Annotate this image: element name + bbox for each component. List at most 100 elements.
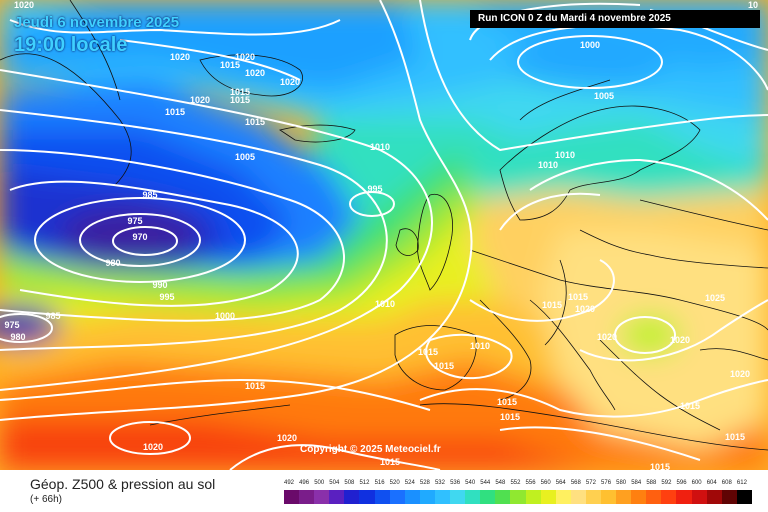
scale-swatch xyxy=(495,490,511,504)
corner-label-left: 1020 xyxy=(14,0,35,10)
pressure-label: 1015 xyxy=(165,107,185,117)
scale-label: 600 xyxy=(691,480,702,486)
pressure-label: 1020 xyxy=(277,433,297,443)
scale-label: 608 xyxy=(721,480,732,486)
scale-label: 512 xyxy=(359,480,370,486)
forecast-date: Jeudi 6 novembre 2025 xyxy=(14,14,180,31)
pressure-label: 1010 xyxy=(370,142,390,152)
scale-swatch xyxy=(616,490,632,504)
pressure-label: 970 xyxy=(132,232,147,242)
pressure-label: 1000 xyxy=(580,40,600,50)
pressure-label: 1010 xyxy=(538,160,558,170)
scale-swatch xyxy=(510,490,526,504)
scale-swatch xyxy=(374,490,390,504)
pressure-label: 1015 xyxy=(500,412,520,422)
corner-label-right: 10 xyxy=(748,0,759,10)
scale-swatch xyxy=(389,490,405,504)
scale-swatch xyxy=(404,490,420,504)
color-scale-labels: 492 496 500 504 508 512 516 520 524 528 532 536 540 5… xyxy=(284,480,752,489)
scale-swatch xyxy=(555,490,571,504)
scale-label: 508 xyxy=(344,480,355,486)
pressure-label: 1010 xyxy=(375,299,395,309)
scale-label: 552 xyxy=(510,480,521,486)
scale-swatch xyxy=(434,490,451,504)
run-info: Run ICON 0 Z du Mardi 4 novembre 2025 xyxy=(470,10,760,28)
scale-label: 504 xyxy=(329,480,340,486)
scale-label: 568 xyxy=(570,480,581,486)
pressure-labels: 1020 102010201020101510151015102010151015… xyxy=(4,40,750,470)
pressure-label: 1020 xyxy=(597,332,617,342)
color-scale-bar xyxy=(284,490,752,504)
pressure-label: 1015 xyxy=(230,95,250,105)
scale-label: 584 xyxy=(631,480,642,486)
geopotential-field: 1020 102010201020101510151015102010151015… xyxy=(0,0,768,470)
pressure-label: 1015 xyxy=(418,347,438,357)
map-canvas: 1020 102010201020101510151015102010151015… xyxy=(0,0,768,470)
scale-label: 544 xyxy=(480,480,491,486)
forecast-time: 19:00 locale xyxy=(14,34,128,56)
scale-swatch xyxy=(646,490,662,504)
scale-label: 496 xyxy=(299,480,310,486)
scale-swatch xyxy=(329,490,345,504)
scale-label: 604 xyxy=(706,480,717,486)
scale-swatch xyxy=(600,490,617,504)
scale-swatch xyxy=(299,490,315,504)
scale-label: 540 xyxy=(465,480,476,486)
scale-label: 528 xyxy=(419,480,430,486)
scale-label: 560 xyxy=(540,480,551,486)
pressure-label: 1025 xyxy=(705,293,725,303)
pressure-label: 1000 xyxy=(215,311,235,321)
pressure-label: 980 xyxy=(10,332,25,342)
scale-swatch xyxy=(676,490,692,504)
pressure-label: 995 xyxy=(159,292,174,302)
scale-swatch xyxy=(450,490,466,504)
scale-swatch xyxy=(540,490,556,504)
scale-swatch xyxy=(344,490,360,504)
pressure-label: 1015 xyxy=(680,401,700,411)
scale-label: 612 xyxy=(736,480,747,486)
pressure-label: 1015 xyxy=(542,300,562,310)
scale-swatch xyxy=(691,490,707,504)
scale-swatch xyxy=(284,490,300,504)
scale-label: 492 xyxy=(284,480,295,486)
pressure-label: 1015 xyxy=(650,462,670,470)
scale-label: 576 xyxy=(601,480,612,486)
pressure-label: 1015 xyxy=(380,457,400,467)
pressure-label: 1010 xyxy=(555,150,575,160)
pressure-label: 1020 xyxy=(670,335,690,345)
pressure-label: 1015 xyxy=(497,397,517,407)
pressure-label: 1005 xyxy=(594,91,614,101)
pressure-label: 1015 xyxy=(230,87,250,97)
legend-footer: Géop. Z500 & pression au sol (+ 66h) 492… xyxy=(0,470,768,512)
scale-label: 572 xyxy=(585,480,596,486)
scale-swatch xyxy=(465,490,481,504)
legend-subtitle: (+ 66h) xyxy=(30,494,62,505)
pressure-label: 1020 xyxy=(235,52,255,62)
scale-swatch xyxy=(570,490,586,504)
scale-swatch xyxy=(631,490,647,504)
copyright: Copyright © 2025 Meteociel.fr xyxy=(300,444,441,455)
pressure-label: 980 xyxy=(105,258,120,268)
scale-swatch xyxy=(525,490,541,504)
scale-label: 532 xyxy=(434,480,445,486)
scale-label: 596 xyxy=(676,480,687,486)
pressure-label: 1015 xyxy=(434,361,454,371)
pressure-label: 990 xyxy=(152,280,167,290)
scale-swatch xyxy=(706,490,722,504)
weather-map: 1020 1020 1020 1020 1015 1015 1015 1020 1015 1015… xyxy=(0,0,768,470)
scale-label: 580 xyxy=(616,480,627,486)
color-scale: 492 496 500 504 508 512 516 520 524 528 532 536 540 5… xyxy=(284,480,752,504)
pressure-label: 1015 xyxy=(568,292,588,302)
coastlines xyxy=(0,0,768,451)
pressure-label: 1015 xyxy=(245,381,265,391)
scale-label: 564 xyxy=(555,480,566,486)
scale-swatch xyxy=(359,490,375,504)
scale-label: 592 xyxy=(661,480,672,486)
scale-label: 536 xyxy=(450,480,461,486)
pressure-label: 985 xyxy=(45,311,60,321)
pressure-label: 1020 xyxy=(170,52,190,62)
scale-label: 524 xyxy=(404,480,415,486)
legend-title: Géop. Z500 & pression au sol xyxy=(30,476,216,492)
pressure-label: 1020 xyxy=(730,369,750,379)
pressure-label: 1020 xyxy=(280,77,300,87)
